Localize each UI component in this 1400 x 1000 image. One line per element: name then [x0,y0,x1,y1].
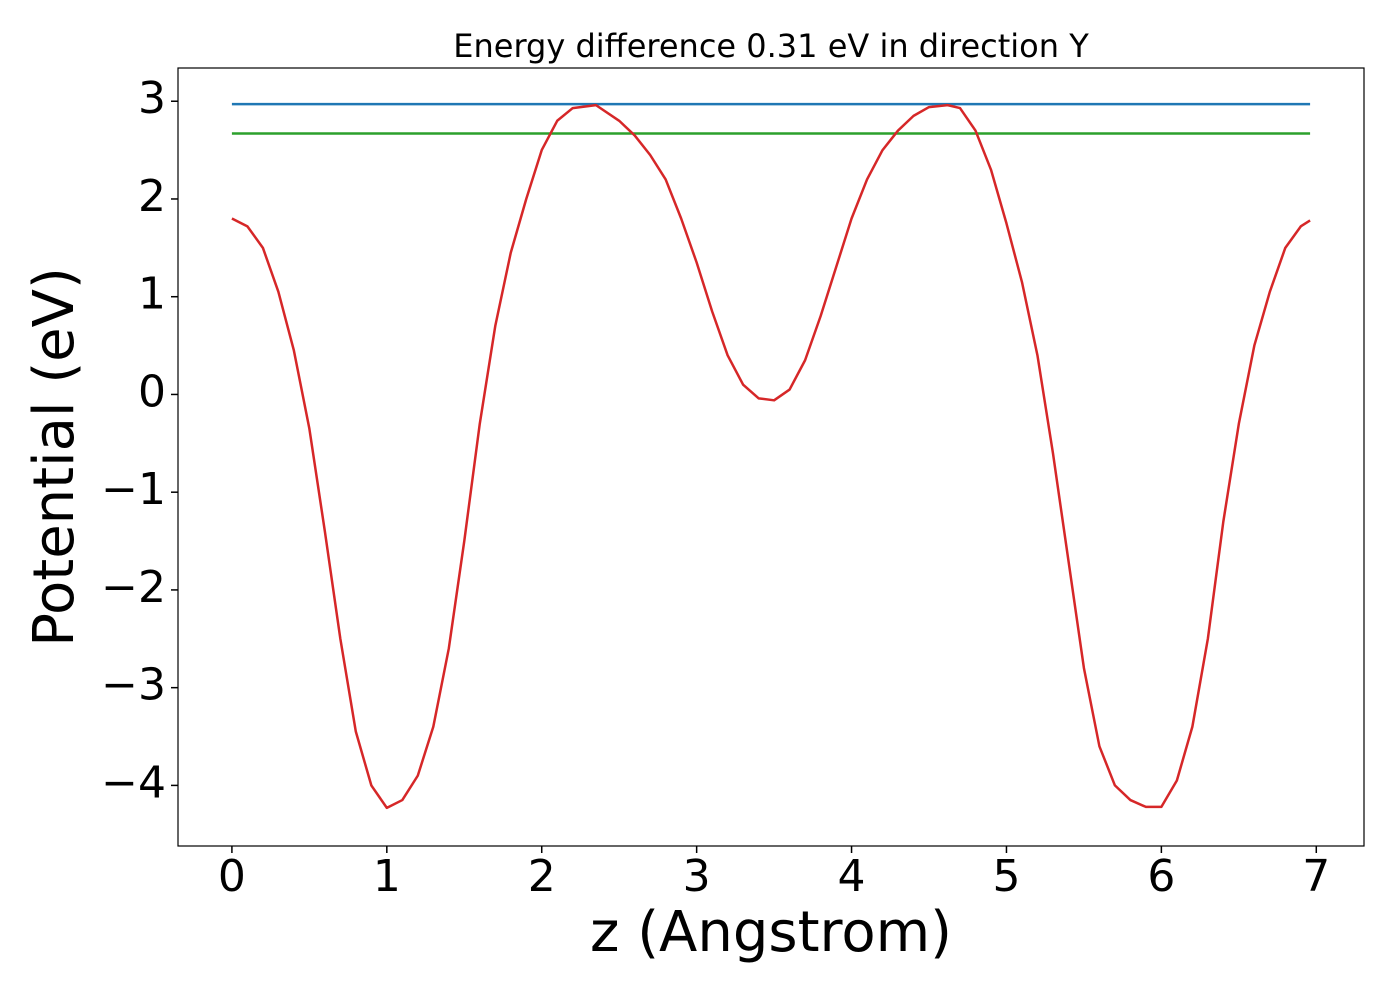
x-tick-label: 1 [373,851,401,902]
y-tick-label: 3 [138,73,166,124]
plot-frame [177,67,1365,847]
x-tick-label: 3 [683,851,711,902]
chart-title: Energy difference 0.31 eV in direction Y [453,27,1089,65]
x-tick-label: 6 [1147,851,1175,902]
x-tick-label: 0 [218,851,246,902]
y-tick-label: −2 [101,562,166,613]
y-tick-label: 2 [138,171,166,222]
x-tick-label: 7 [1302,851,1330,902]
y-tick-label: −3 [101,660,166,711]
y-tick-label: −4 [101,757,166,808]
y-axis-label: Potential (eV) [22,267,87,647]
x-tick-label: 4 [838,851,866,902]
y-tick-label: 0 [138,366,166,417]
y-tick-label: −1 [101,464,166,515]
x-axis-label: z (Angstrom) [590,900,952,965]
x-tick-label: 2 [528,851,556,902]
data-line [231,103,1311,810]
x-tick-label: 5 [992,851,1020,902]
y-tick-label: 1 [138,269,166,320]
